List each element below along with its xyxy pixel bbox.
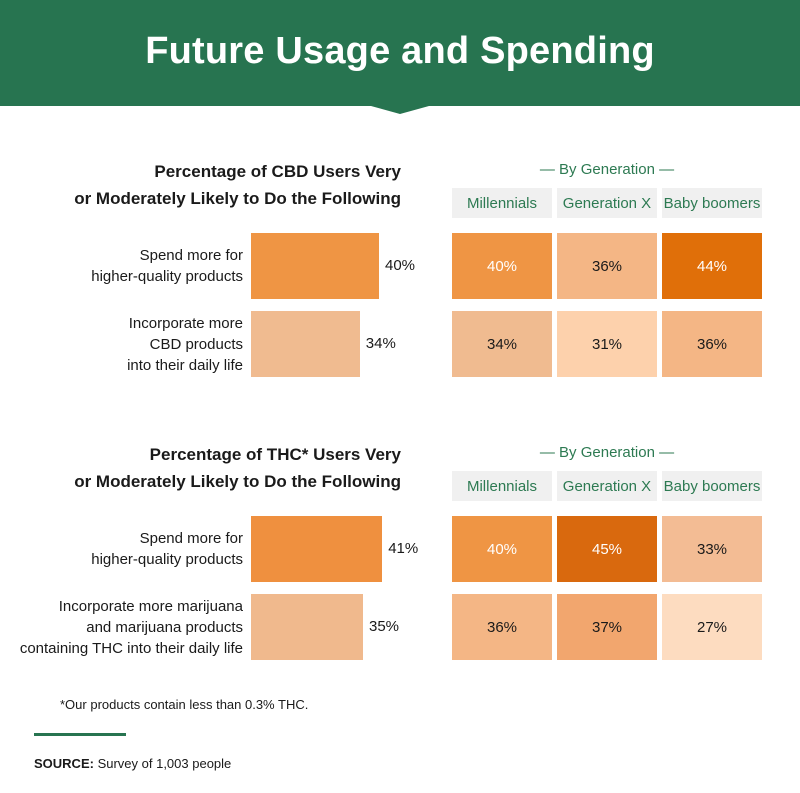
bar-value-label: 35%	[369, 618, 400, 635]
category-label-line: Spend more for	[139, 530, 243, 547]
bar-value-label: 41%	[388, 540, 419, 557]
heatmap-cell: 40%	[452, 516, 552, 582]
bar-value-label: 40%	[385, 257, 416, 274]
heatmap-cell: 36%	[557, 233, 657, 299]
category-label-line: higher-quality products	[91, 268, 243, 285]
chart-section-1: Percentage of CBD Users Very or Moderatel…	[0, 158, 800, 398]
bar	[251, 233, 379, 299]
generation-header: Millennials	[452, 188, 552, 218]
chart-title-line: or Moderately Likely to Do the Following	[74, 189, 401, 208]
generation-header: Generation X	[557, 188, 657, 218]
title-banner: Future Usage and Spending	[0, 0, 800, 106]
chart-section-2: Percentage of THC* Users Very or Moderate…	[0, 441, 800, 681]
heatmap-cell: 33%	[662, 516, 762, 582]
chart-title: Percentage of THC* Users Very or Moderate…	[74, 441, 401, 495]
banner-notch	[371, 106, 429, 114]
heatmap-cell: 45%	[557, 516, 657, 582]
heatmap-cell: 31%	[557, 311, 657, 377]
bar	[251, 594, 363, 660]
category-label: Incorporate more CBD products into their d…	[127, 313, 243, 376]
generation-header: Generation X	[557, 471, 657, 501]
category-label-line: containing THC into their daily life	[19, 639, 243, 657]
category-label-line: and marijuana products	[86, 618, 243, 636]
chart-title-line: Percentage of CBD Users Very	[154, 162, 401, 181]
page-title: Future Usage and Spending	[145, 30, 655, 72]
heatmap-cell: 27%	[662, 594, 762, 660]
generation-header: Baby boomers	[662, 188, 762, 218]
category-label-line: Incorporate more	[128, 314, 243, 332]
bar	[251, 311, 360, 377]
chart-title-line: Percentage of THC* Users Very	[149, 445, 401, 464]
heatmap-cell: 44%	[662, 233, 762, 299]
source-label: SOURCE:	[34, 756, 94, 771]
source-divider	[34, 733, 126, 736]
generation-header: Baby boomers	[662, 471, 762, 501]
category-label: Incorporate more marijuana and marijuana …	[20, 596, 243, 659]
heatmap-cell: 34%	[452, 311, 552, 377]
heatmap-cell: 37%	[557, 594, 657, 660]
heatmap-cell: 36%	[452, 594, 552, 660]
category-label-line: Spend more for	[139, 247, 243, 264]
generation-caption: — By Generation —	[539, 444, 675, 461]
category-label-line: Incorporate more marijuana	[58, 597, 243, 615]
category-label-line: into their daily life	[127, 356, 243, 374]
category-label: Spend more for higher-quality products	[91, 245, 243, 287]
heatmap-cell: 36%	[662, 311, 762, 377]
category-label-line: higher-quality products	[91, 551, 243, 568]
bar	[251, 516, 383, 582]
generation-caption: — By Generation —	[539, 161, 675, 178]
source-text: Survey of 1,003 people	[93, 756, 232, 771]
bar-value-label: 34%	[365, 335, 396, 352]
category-label: Spend more for higher-quality products	[91, 528, 243, 570]
category-label-line: CBD products	[149, 335, 243, 353]
generation-header: Millennials	[452, 471, 552, 501]
chart-title: Percentage of CBD Users Very or Moderatel…	[74, 158, 401, 212]
footnote: *Our products contain less than 0.3% THC…	[60, 697, 309, 712]
heatmap-cell: 40%	[452, 233, 552, 299]
source-line: SOURCE: Survey of 1,003 people	[34, 756, 231, 771]
chart-title-line: or Moderately Likely to Do the Following	[74, 472, 401, 491]
